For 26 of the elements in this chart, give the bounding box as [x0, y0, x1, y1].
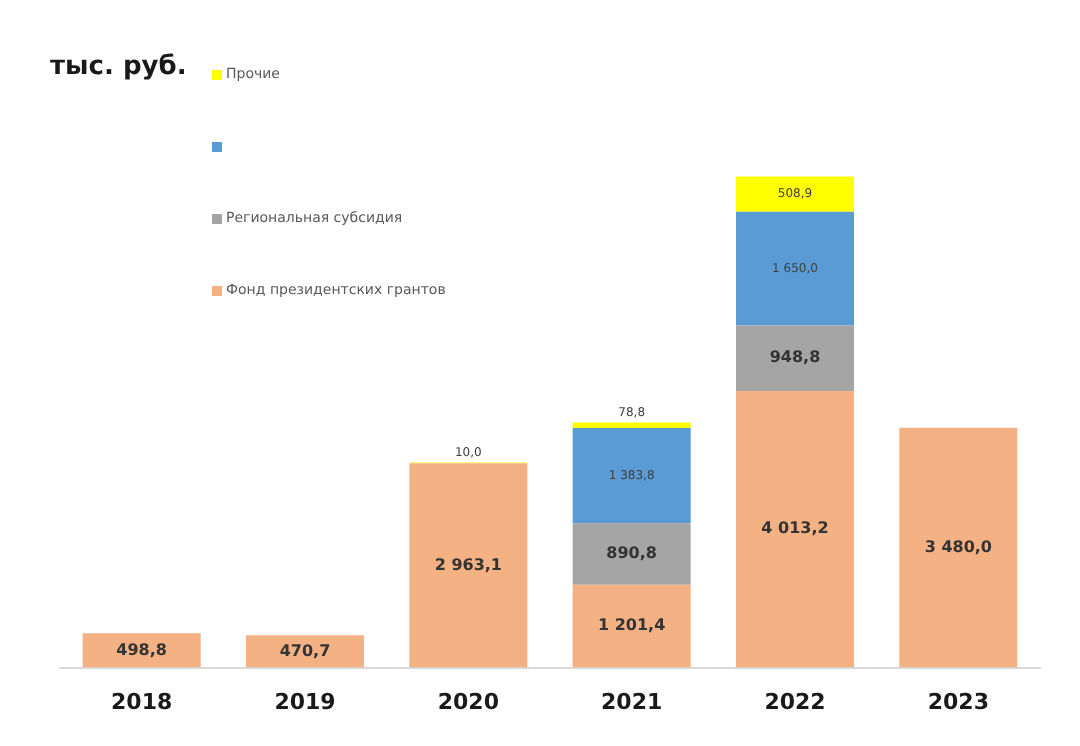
data-label: 1 201,4 [598, 616, 667, 635]
bar [572, 584, 691, 668]
x-tick-label: 2022 [764, 688, 826, 715]
x-tick-label: 2020 [437, 688, 500, 715]
data-label: 3 480,0 [924, 537, 993, 556]
bar [899, 427, 1018, 668]
bar [736, 325, 854, 391]
y-axis-title: тыс. руб. [50, 52, 187, 82]
bar [409, 463, 528, 668]
bar [572, 427, 691, 524]
data-label: 2 963,1 [434, 555, 503, 574]
bar [246, 635, 364, 668]
bar [572, 523, 691, 585]
bar [736, 176, 854, 212]
x-tick-label: 2021 [601, 688, 663, 715]
x-tick-label: 2023 [927, 688, 989, 715]
data-label: 890,8 [606, 544, 658, 563]
bar [572, 422, 691, 428]
bar [736, 390, 854, 668]
x-tick-label: 2019 [274, 688, 336, 715]
data-label: 498,8 [116, 640, 168, 659]
data-label: 470,7 [279, 641, 331, 660]
data-label: 948,8 [769, 348, 822, 367]
bar [736, 211, 854, 326]
data-label: 4 013,2 [761, 519, 829, 538]
x-tick-label: 2018 [111, 688, 173, 715]
